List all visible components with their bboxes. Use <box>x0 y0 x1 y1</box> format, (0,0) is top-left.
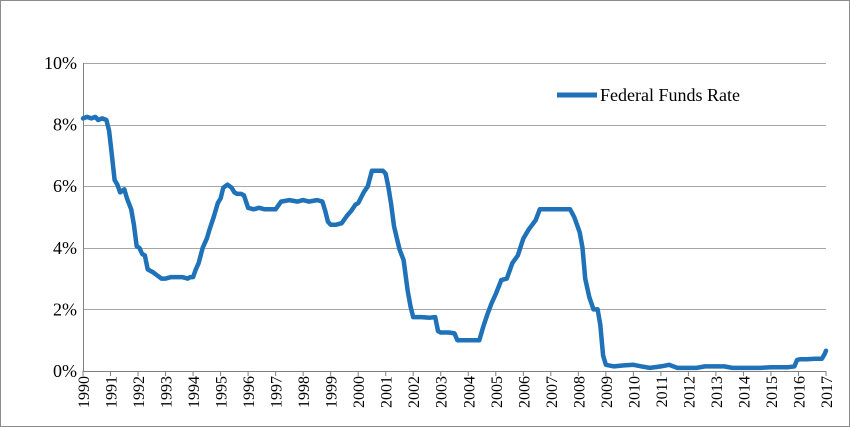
x-tick-label: 1999 <box>324 376 341 408</box>
y-tick-label: 8% <box>53 115 77 135</box>
x-tick-label: 2003 <box>434 376 451 408</box>
x-tick-label: 2002 <box>406 376 423 408</box>
x-tick-label: 1998 <box>296 376 313 408</box>
x-tick-label: 2009 <box>599 376 616 408</box>
series-layer <box>80 114 829 371</box>
x-tick-label: 2014 <box>736 376 753 408</box>
x-tick-label: 1996 <box>241 376 258 408</box>
x-tick-label: 2010 <box>626 376 643 408</box>
x-tick-label: 2005 <box>489 376 506 408</box>
y-tick-label: 6% <box>53 176 77 196</box>
x-tick-label: 2008 <box>571 376 588 408</box>
y-tick-label: 4% <box>53 238 77 258</box>
x-tick-label: 1994 <box>186 376 203 408</box>
legend: Federal Funds Rate <box>557 85 740 105</box>
x-tick-label: 1992 <box>131 376 148 408</box>
x-tick-label: 2011 <box>654 376 671 407</box>
y-tick-label: 0% <box>53 361 77 381</box>
x-tick-label: 2013 <box>709 376 726 408</box>
y-axis-tick-labels: 0% 2% 4% 6% 8% 10% <box>44 53 77 381</box>
x-tick-label: 1995 <box>214 376 231 408</box>
axes <box>82 63 827 376</box>
x-axis-tick-labels: 1990 1991 1992 1993 1994 1995 1996 1997 1998 1999… <box>76 376 836 408</box>
x-tick-label: 2016 <box>791 376 808 408</box>
y-tick-label: 2% <box>53 299 77 319</box>
x-tick-label: 2007 <box>544 376 561 408</box>
series-line-federal-funds-rate <box>80 114 829 371</box>
x-tick-label: 2004 <box>461 376 478 408</box>
x-tick-label: 2012 <box>681 376 698 408</box>
y-tick-label: 10% <box>44 53 77 73</box>
legend-label: Federal Funds Rate <box>600 85 740 105</box>
x-tick-label: 2017 <box>819 376 836 408</box>
x-tick-label: 1993 <box>159 376 176 408</box>
x-tick-label: 2015 <box>764 376 781 408</box>
x-tick-label: 2000 <box>351 376 368 408</box>
gridlines <box>83 63 826 310</box>
x-tick-label: 2001 <box>379 376 396 408</box>
x-tick-label: 1997 <box>269 376 286 408</box>
x-tick-label: 2006 <box>516 376 533 408</box>
x-tick-label: 1990 <box>76 376 93 408</box>
x-tick-label: 1991 <box>104 376 121 408</box>
